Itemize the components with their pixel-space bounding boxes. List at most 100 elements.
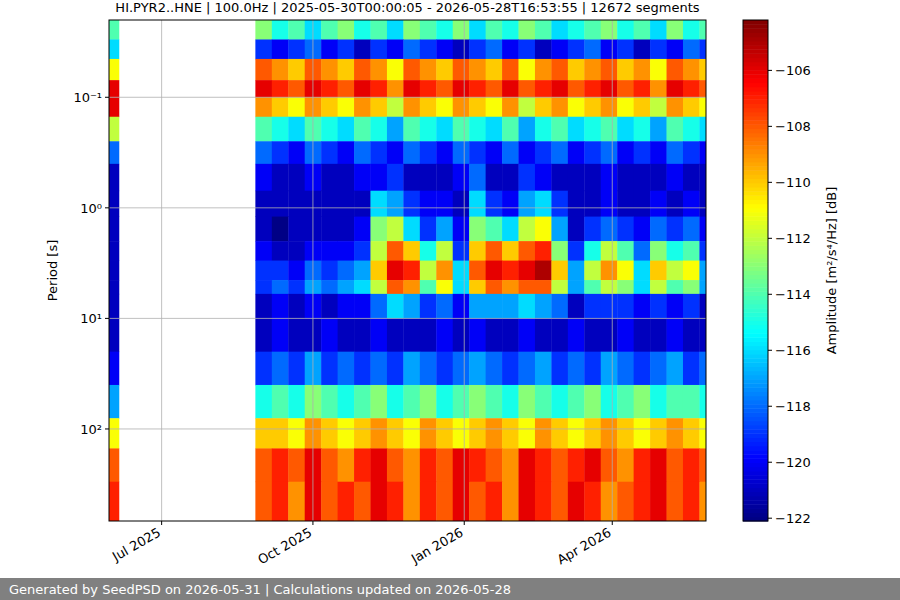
x-tick-label: Apr 2026 (555, 525, 614, 568)
cell (617, 318, 634, 352)
cell (272, 141, 289, 164)
colorbar-strip (743, 170, 768, 175)
cell (502, 117, 519, 142)
cell (272, 280, 289, 294)
grid-line (109, 97, 706, 98)
cell (420, 20, 437, 40)
cell (650, 191, 667, 217)
cell (109, 59, 119, 81)
cell (601, 80, 618, 98)
cell (338, 261, 355, 281)
cell (683, 261, 700, 281)
grid-line (161, 20, 162, 521)
cell (519, 59, 536, 81)
cell (617, 482, 634, 521)
colorbar-strip (743, 237, 768, 242)
cell (617, 164, 634, 191)
cell (436, 191, 453, 217)
title: HI.PYR2..HNE | 100.0Hz | 2025-05-30T00:0… (115, 0, 699, 15)
cell (354, 448, 371, 482)
cell (420, 448, 437, 482)
cell (403, 318, 420, 352)
cell (551, 141, 568, 164)
cell (486, 217, 503, 242)
cell (436, 241, 453, 261)
cell (667, 97, 684, 117)
colorbar-strip (743, 471, 768, 476)
cell (403, 80, 420, 98)
colorbar-strip (743, 216, 768, 221)
cell (321, 59, 338, 81)
cell (634, 385, 651, 419)
cell (584, 191, 601, 217)
cell (403, 20, 420, 40)
cell (667, 352, 684, 386)
cell (109, 20, 119, 40)
cell (420, 482, 437, 521)
colorbar-strip (743, 133, 768, 138)
cell (338, 280, 355, 294)
cell (601, 164, 618, 191)
cell (568, 80, 585, 98)
colorbar-strip (743, 325, 768, 330)
colorbar-strip (743, 66, 768, 71)
colorbar-strip (743, 41, 768, 46)
cell (601, 318, 618, 352)
cell (255, 294, 272, 319)
cell (255, 20, 272, 40)
colorbar-strip (743, 371, 768, 376)
colorbar-strip (743, 438, 768, 443)
colorbar-strip (743, 454, 768, 459)
cell (420, 164, 437, 191)
cell (650, 39, 667, 59)
colorbar-strip (743, 392, 768, 397)
cell (667, 261, 684, 281)
cell (667, 191, 684, 217)
cell (584, 217, 601, 242)
cell (486, 80, 503, 98)
cell (387, 385, 404, 419)
cell (699, 482, 706, 521)
colorbar-tick (768, 126, 772, 127)
cell (601, 280, 618, 294)
cell (272, 191, 289, 217)
cell (535, 448, 552, 482)
colorbar-tick-label: −116 (775, 343, 811, 358)
colorbar-strip (743, 408, 768, 413)
colorbar-strip (743, 329, 768, 334)
cell (321, 385, 338, 419)
colorbar-strip (743, 275, 768, 280)
cell (617, 418, 634, 449)
colorbar-strip (743, 500, 768, 505)
cell (272, 164, 289, 191)
cell (453, 448, 470, 482)
cell (486, 39, 503, 59)
cell (321, 141, 338, 164)
cell (699, 448, 706, 482)
cell (650, 352, 667, 386)
cell (387, 117, 404, 142)
cell (568, 241, 585, 261)
cell (403, 352, 420, 386)
cell (568, 97, 585, 117)
colorbar-strip (743, 362, 768, 367)
colorbar-strip (743, 28, 768, 33)
cell (601, 418, 618, 449)
cell (568, 280, 585, 294)
cell (601, 294, 618, 319)
colorbar-strip (743, 354, 768, 359)
cell (354, 318, 371, 352)
cell (387, 191, 404, 217)
cell (403, 117, 420, 142)
cell (469, 164, 486, 191)
cell (420, 280, 437, 294)
cell (535, 80, 552, 98)
cell (288, 20, 305, 40)
cell (403, 294, 420, 319)
cell (667, 20, 684, 40)
cell (453, 39, 470, 59)
colorbar-strip (743, 45, 768, 50)
cell (387, 448, 404, 482)
cell (420, 80, 437, 98)
cell (568, 385, 585, 419)
